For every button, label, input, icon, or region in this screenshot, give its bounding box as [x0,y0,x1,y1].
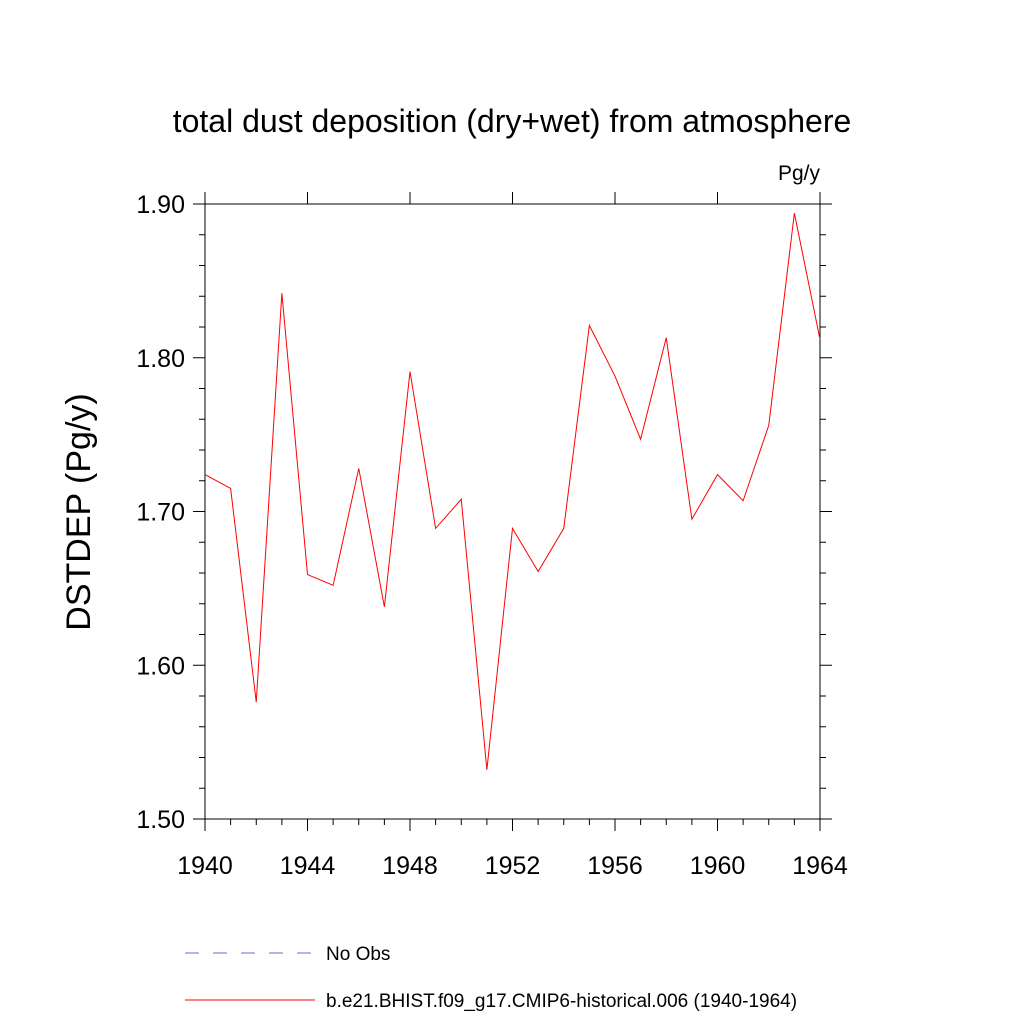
x-tick-label: 1948 [382,852,438,880]
units-label: Pg/y [778,162,821,185]
x-tick-label: 1956 [587,852,643,880]
legend-label-model: b.e21.BHIST.f09_g17.CMIP6-historical.006… [326,991,797,1012]
y-tick-label: 1.80 [136,345,185,373]
axis-ticks [193,192,832,831]
legend: No Obs b.e21.BHIST.f09_g17.CMIP6-histori… [185,944,797,1012]
x-tick-label: 1960 [690,852,746,880]
chart-title: total dust deposition (dry+wet) from atm… [173,103,852,139]
y-tick-label: 1.60 [136,652,185,680]
y-tick-label: 1.90 [136,191,185,219]
plot-frame [204,203,821,820]
tick-labels: 1940 1944 1948 1952 1956 1960 1964 1.50 1.60 1.70… [136,191,848,880]
x-tick-label: 1940 [177,852,233,880]
y-tick-label: 1.70 [136,499,185,527]
x-tick-label: 1944 [280,852,336,880]
y-tick-label: 1.50 [136,806,185,834]
series-line-0 [204,213,821,770]
series-lines [204,213,821,770]
x-tick-label: 1952 [485,852,541,880]
y-axis-label: DSTDEP (Pg/y) [60,393,98,630]
legend-label-no-obs: No Obs [326,944,390,965]
x-tick-label: 1964 [792,852,848,880]
